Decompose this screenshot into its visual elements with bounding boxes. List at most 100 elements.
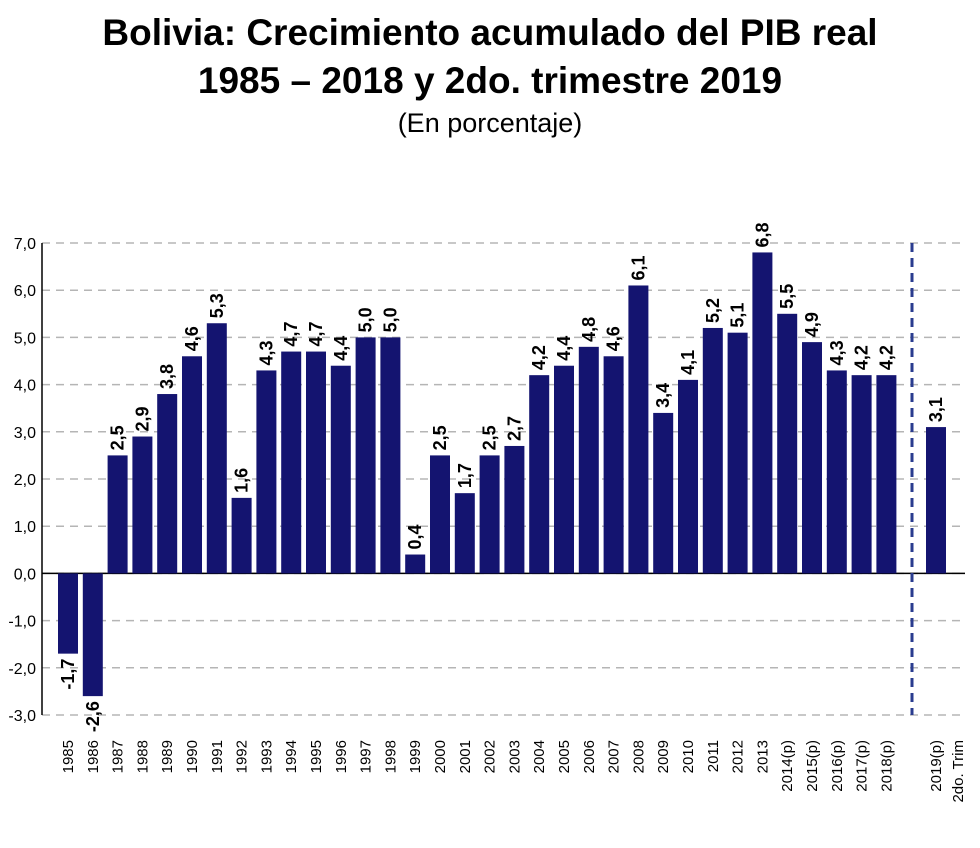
bar xyxy=(330,365,351,574)
chart-title-line2: 1985 – 2018 y 2do. trimestre 2019 xyxy=(197,60,783,101)
x-tick-label: 1992 xyxy=(234,740,251,773)
data-label: 5,0 xyxy=(356,307,376,332)
x-tick-label: 2006 xyxy=(581,740,598,773)
data-label: 4,7 xyxy=(281,322,301,347)
x-tick-label: 1995 xyxy=(308,740,325,773)
bar xyxy=(231,497,252,574)
data-label: 4,2 xyxy=(852,345,872,370)
y-tick-label: -3,0 xyxy=(8,708,36,725)
data-label: 2,5 xyxy=(430,425,450,450)
bar xyxy=(554,365,574,574)
bar xyxy=(752,252,773,574)
x-tick-label: 2005 xyxy=(556,740,573,773)
y-tick-label: -1,0 xyxy=(8,614,36,631)
bar xyxy=(107,455,128,574)
data-label: 4,4 xyxy=(331,336,351,361)
data-label: 4,4 xyxy=(554,336,574,361)
grid xyxy=(42,242,965,716)
y-tick-label: 6,0 xyxy=(14,283,36,300)
data-label: -2,6 xyxy=(83,701,103,732)
x-tick-label: 1987 xyxy=(110,740,127,773)
data-label: 5,3 xyxy=(207,293,227,318)
bar xyxy=(454,493,475,574)
bar xyxy=(926,427,946,574)
bar xyxy=(653,412,674,574)
bar xyxy=(82,573,103,697)
x-tick-label: 2018(p) xyxy=(878,740,895,792)
bar xyxy=(876,375,897,574)
bar xyxy=(430,455,450,574)
x-tick-label: 1990 xyxy=(184,740,201,773)
bar xyxy=(58,573,78,654)
bar xyxy=(603,356,624,574)
data-label: 3,8 xyxy=(157,364,177,389)
x-tick-label: 1997 xyxy=(358,740,375,773)
bar xyxy=(702,327,723,574)
bar xyxy=(281,351,302,574)
chart-subtitle: (En porcentaje) xyxy=(397,108,583,138)
x-tick-sublabel: 2do. Trim xyxy=(950,740,967,803)
y-tick-label: 4,0 xyxy=(14,378,36,395)
data-label: 4,6 xyxy=(604,326,624,351)
bar xyxy=(851,375,872,574)
x-tick-label: 2011 xyxy=(705,740,722,772)
bar xyxy=(157,394,178,574)
data-label: 6,8 xyxy=(752,222,772,247)
x-tick-label: 2000 xyxy=(432,740,449,773)
data-label: 3,1 xyxy=(926,397,946,422)
x-tick-label: 1996 xyxy=(333,740,350,773)
data-label: 3,4 xyxy=(653,383,673,408)
data-label: 4,9 xyxy=(802,312,822,337)
x-tick-label: 1991 xyxy=(209,740,226,773)
data-label: 6,1 xyxy=(628,255,648,280)
data-label: 5,1 xyxy=(728,303,748,328)
y-tick-label: 7,0 xyxy=(14,236,36,253)
x-tick-label: 2004 xyxy=(531,740,548,773)
bar xyxy=(529,375,550,574)
x-axis-labels: 1985 1986 1987 1988 1989 1990 1991 1992 1993 1994… xyxy=(60,740,967,803)
x-tick-label: 1998 xyxy=(382,740,399,773)
y-tick-label: 3,0 xyxy=(14,425,36,442)
data-label: 4,3 xyxy=(256,340,276,365)
data-label: -1,7 xyxy=(58,659,78,690)
x-tick-label: 2016(p) xyxy=(829,740,846,792)
data-labels: -1,7-2,62,52,93,84,65,31,64,34,7 4,74,45,… xyxy=(58,222,946,732)
data-label: 5,5 xyxy=(777,284,797,309)
data-label: 4,8 xyxy=(579,317,599,342)
x-tick-label: 1989 xyxy=(159,740,176,773)
x-tick-label: 2008 xyxy=(630,740,647,773)
x-tick-label: 1988 xyxy=(134,740,151,773)
bar xyxy=(306,351,326,574)
bar xyxy=(628,285,649,574)
bar xyxy=(182,356,202,574)
bar xyxy=(802,342,822,574)
y-tick-label: -2,0 xyxy=(8,661,36,678)
bar xyxy=(380,337,401,574)
y-tick-label: 1,0 xyxy=(14,519,36,536)
x-tick-label: 2009 xyxy=(655,740,672,773)
bar xyxy=(826,370,847,574)
data-label: 2,5 xyxy=(480,425,500,450)
x-tick-label: 1986 xyxy=(85,740,102,773)
x-tick-label: 2014(p) xyxy=(779,740,796,792)
data-label: 4,3 xyxy=(827,340,847,365)
bar xyxy=(727,332,748,574)
bar xyxy=(578,346,599,574)
data-label: 5,0 xyxy=(380,307,400,332)
x-tick-label: 1999 xyxy=(407,740,424,773)
x-tick-label: 2012 xyxy=(730,740,747,773)
bar xyxy=(678,379,698,574)
x-tick-label: 1993 xyxy=(258,740,275,773)
bar xyxy=(405,554,426,574)
y-tick-label: 5,0 xyxy=(14,330,36,347)
x-tick-label: 2019(p) xyxy=(928,740,945,792)
bar xyxy=(479,455,500,574)
data-label: 4,6 xyxy=(182,326,202,351)
data-label: 4,7 xyxy=(306,322,326,347)
bar xyxy=(355,337,376,574)
bars xyxy=(58,252,946,697)
data-label: 4,2 xyxy=(876,345,896,370)
data-label: 2,5 xyxy=(108,425,128,450)
bar xyxy=(132,436,153,574)
